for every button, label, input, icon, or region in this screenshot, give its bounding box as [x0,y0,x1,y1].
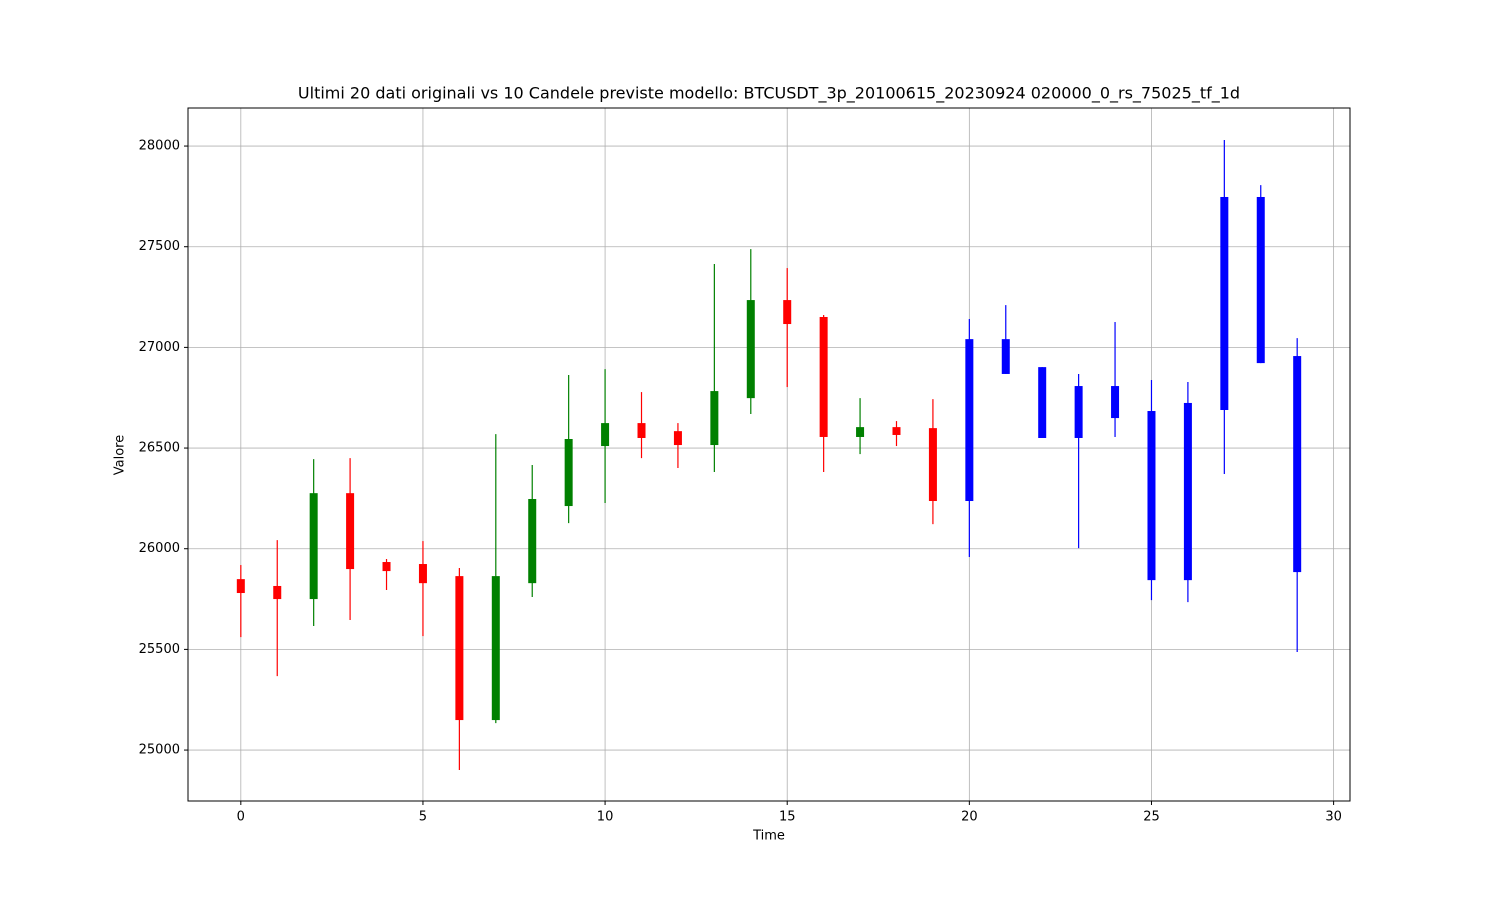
candle-body [236,579,245,594]
y-tick-label: 26000 [139,541,180,556]
candle-body [273,585,282,600]
x-tick-label: 15 [779,810,796,825]
candle-body [491,576,500,721]
y-tick-label: 27000 [139,340,180,355]
x-tick-label: 30 [1325,810,1342,825]
candle-body [1293,356,1302,573]
y-tick-label: 26500 [139,441,180,456]
candle-body [1038,367,1047,438]
candle-body [710,391,719,446]
candle-body [1074,386,1083,438]
candle-body [564,438,573,507]
x-axis-label: Time [752,829,785,844]
candle-body [783,300,792,325]
candle-body [746,300,755,399]
x-tick-label: 25 [1143,810,1160,825]
candle-body [346,493,355,570]
candle-body [601,423,610,447]
candle-body [1183,402,1192,581]
candle-body [309,493,318,600]
y-tick-label: 27500 [139,239,180,254]
candle-body [673,431,682,446]
candle-body [382,562,391,572]
plot-frame [187,107,1351,802]
x-tick-label: 10 [597,810,614,825]
x-tick-label: 0 [237,810,245,825]
candle-body [856,427,865,437]
y-tick-label: 28000 [139,139,180,154]
y-tick-label: 25500 [139,642,180,657]
candle-body [637,423,646,438]
y-axis-label: Valore [113,435,128,475]
candle-body [528,498,537,584]
x-tick-label: 5 [419,810,427,825]
candle-body [1147,411,1156,581]
candle-body [1256,196,1265,364]
candle-body [1001,339,1010,374]
candle-body [928,428,937,502]
y-tick-label: 25000 [139,743,180,758]
candle-body [418,564,427,584]
candle-body [965,339,974,502]
candle-body [1220,196,1229,411]
chart-title: Ultimi 20 dati originali vs 10 Candele p… [298,84,1240,104]
candle-body [1111,386,1120,419]
candle-body [819,316,828,437]
candle-body [892,427,901,435]
x-tick-label: 20 [961,810,978,825]
candle-body [455,576,464,721]
